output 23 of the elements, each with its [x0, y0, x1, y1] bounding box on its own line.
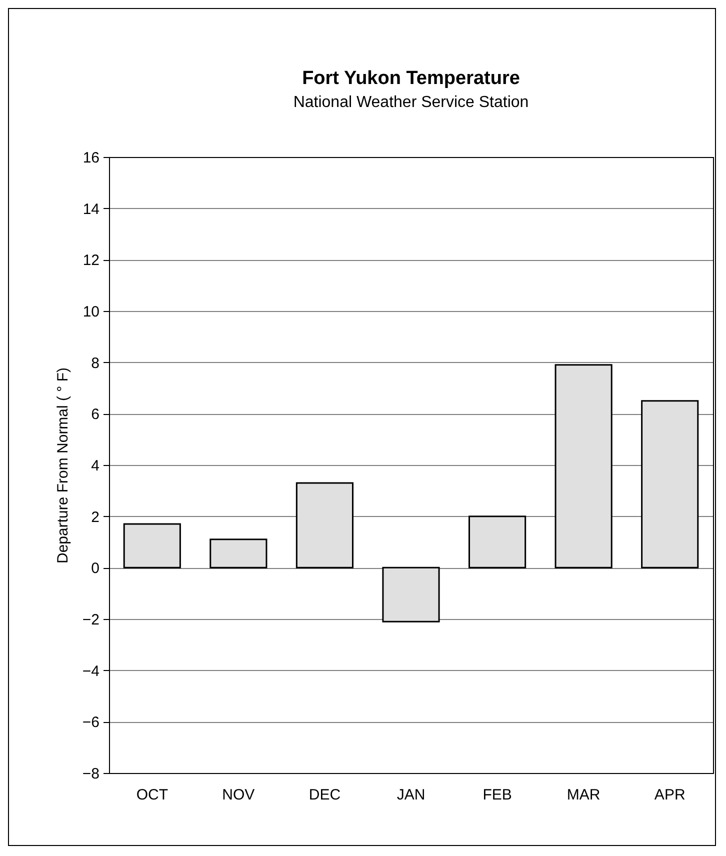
x-tick-label: OCT [136, 786, 168, 804]
x-tick-label: DEC [308, 786, 341, 804]
x-tick-label: JAN [396, 786, 426, 804]
x-tick-label: FEB [482, 786, 512, 804]
y-tick-label: 2 [91, 508, 100, 526]
chart-title: Fort Yukon Temperature [302, 68, 520, 89]
y-tick-label: −2 [82, 612, 100, 628]
x-tick-label: APR [654, 786, 686, 804]
y-tick-label: 14 [82, 200, 100, 218]
y-tick-label: −8 [82, 766, 100, 782]
y-tick-label: 10 [82, 304, 100, 320]
y-tick-label: 8 [91, 354, 100, 372]
y-axis-title: Departure From Normal ( ° F) [54, 367, 72, 564]
y-tick-label: 0 [91, 560, 100, 578]
y-tick-label: 16 [82, 150, 100, 166]
x-tick-label: NOV [222, 786, 255, 804]
x-tick-label: MAR [566, 786, 600, 804]
y-tick-label: 12 [82, 252, 100, 270]
y-tick-label: −4 [82, 662, 100, 680]
chart-subtitle: National Weather Service Station [293, 94, 529, 111]
y-tick-label: 4 [91, 458, 100, 474]
y-tick-label: 6 [91, 406, 100, 424]
y-tick-label: −6 [82, 714, 100, 732]
